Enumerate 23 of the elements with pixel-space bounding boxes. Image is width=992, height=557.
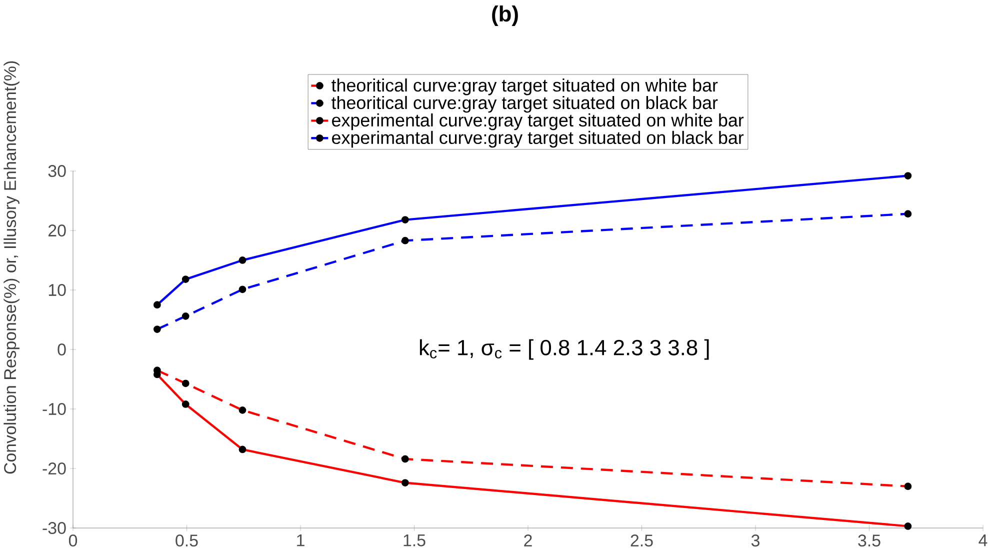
y-axis-title: Convolution Response(%) or, Illusory Enhancement(%) — [4, 61, 20, 474]
y-tick-label: -30 — [42, 522, 66, 534]
legend-label: experimantal curve:gray target situated on black bar — [332, 130, 744, 148]
y-tick-label: -20 — [42, 462, 66, 474]
chart-title: (b) — [492, 6, 518, 26]
x-tick-label: 2 — [524, 534, 532, 546]
y-tick-label: -10 — [42, 403, 66, 415]
y-tick-label: 20 — [48, 224, 66, 236]
x-tick-label: 2.5 — [630, 534, 653, 547]
x-tick-label: 3.5 — [858, 534, 880, 547]
y-tick-label: 10 — [48, 284, 66, 296]
y-tick-label: 0 — [58, 344, 66, 356]
x-tick-label: 4 — [978, 534, 988, 546]
legend-label: theoritical curve:gray target situated on white bar — [332, 78, 718, 96]
x-tick-label: 1.5 — [404, 534, 426, 546]
legend-label: theoritical curve:gray target situated on black bar — [332, 96, 718, 113]
x-tick-label: 0 — [68, 534, 78, 547]
y-tick-label: 30 — [48, 165, 66, 177]
x-tick-label: 3 — [751, 534, 760, 547]
x-tick-label: 1 — [297, 534, 304, 546]
legend-label: experimental curve:gray target situated on white bar — [332, 113, 744, 130]
annotation: k$_{c}$= 1, σ$_{c}$ = [ 0.8 1.4 2.3 3 3.8 ] — [420, 339, 709, 360]
x-tick-label: 0.5 — [176, 534, 198, 547]
